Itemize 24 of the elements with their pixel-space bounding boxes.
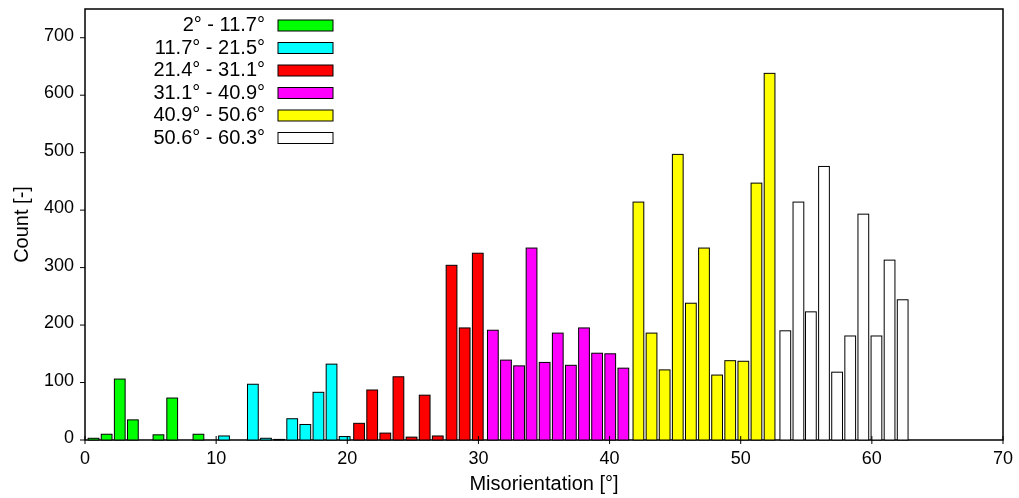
legend-label: 31.1° - 40.9° bbox=[153, 80, 265, 103]
y-tick-label: 100 bbox=[43, 369, 74, 390]
y-tick-label: 0 bbox=[63, 427, 74, 447]
legend-label: 40.9° - 50.6° bbox=[153, 103, 265, 125]
x-tick-label: 70 bbox=[992, 448, 1014, 468]
x-tick-label: 40 bbox=[599, 448, 620, 468]
y-tick-label: 400 bbox=[43, 197, 74, 218]
legend-label: 11.7° - 21.5° bbox=[154, 35, 265, 58]
x-tick-label: 20 bbox=[337, 448, 358, 468]
y-tick-label: 600 bbox=[43, 82, 74, 103]
y-tick-label: 500 bbox=[43, 139, 74, 160]
legend-label: 2° - 11.7° bbox=[182, 13, 265, 35]
x-tick-label: 10 bbox=[206, 448, 227, 468]
x-axis-title: Misorientation [°] bbox=[469, 472, 619, 494]
x-tick-label: 30 bbox=[468, 448, 489, 468]
y-tick-label: 200 bbox=[43, 312, 74, 333]
x-tick-label: 50 bbox=[730, 448, 751, 468]
legend-label: 50.6° - 60.3° bbox=[153, 125, 265, 148]
y-axis-title: Count [-] bbox=[10, 186, 32, 263]
y-tick-label: 300 bbox=[43, 254, 74, 275]
legend-label: 21.4° - 31.1° bbox=[153, 58, 265, 80]
x-tick-label: 60 bbox=[861, 448, 882, 468]
y-tick-label: 700 bbox=[43, 24, 74, 45]
x-tick-label: 0 bbox=[79, 448, 91, 468]
